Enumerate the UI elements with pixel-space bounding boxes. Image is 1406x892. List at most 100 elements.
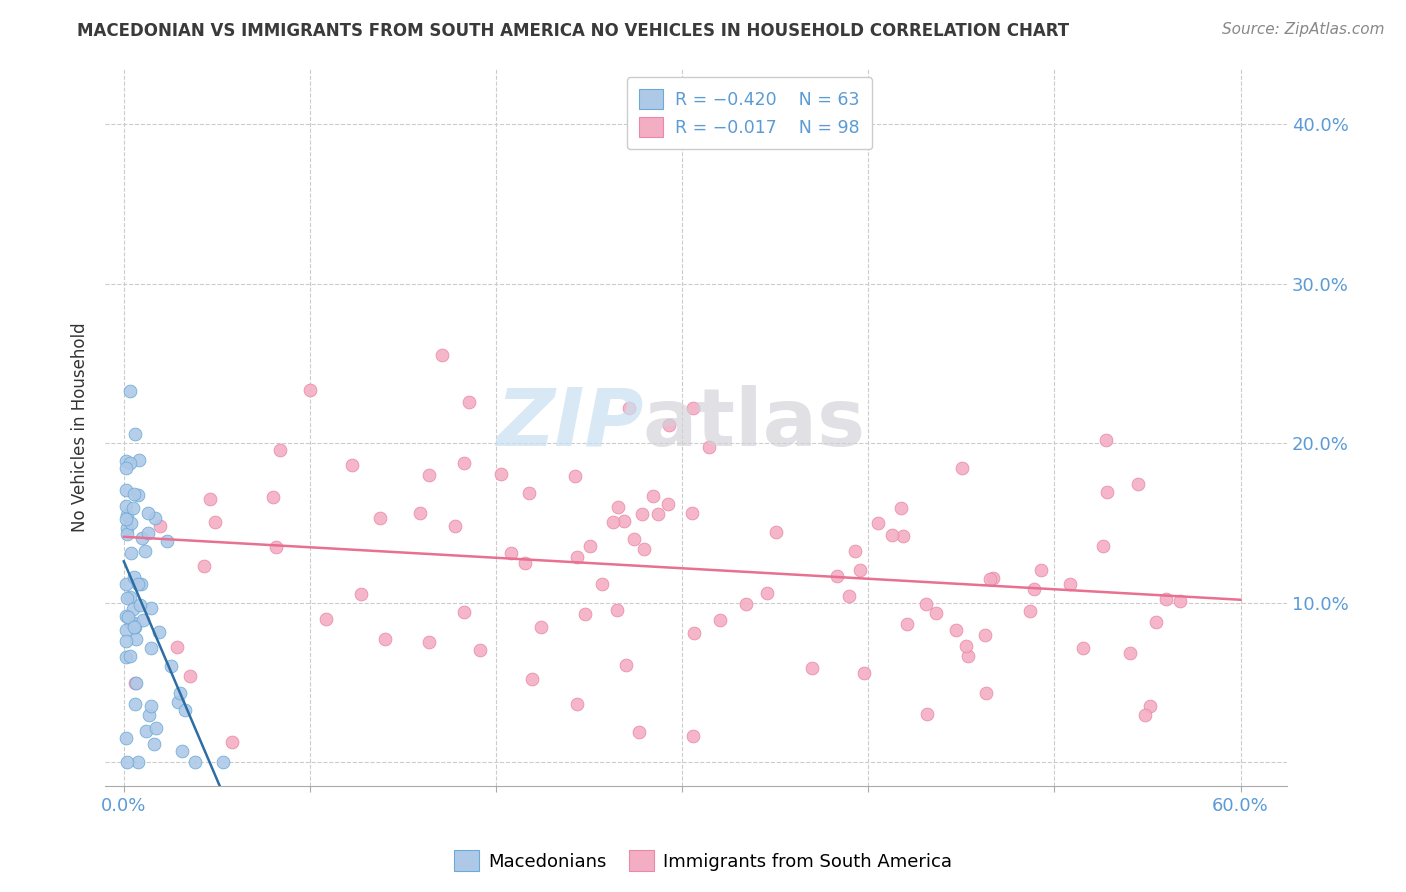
Point bbox=[699, 440, 721, 454]
Point bbox=[765, 524, 787, 539]
Point bbox=[915, 597, 938, 611]
Point bbox=[125, 632, 148, 646]
Point bbox=[374, 632, 396, 647]
Point bbox=[709, 613, 731, 627]
Point bbox=[128, 598, 150, 612]
Point bbox=[915, 706, 938, 721]
Point bbox=[849, 563, 872, 577]
Point bbox=[117, 591, 139, 605]
Point bbox=[682, 401, 704, 416]
Point bbox=[368, 511, 391, 525]
Point bbox=[122, 615, 145, 630]
Point bbox=[890, 501, 912, 516]
Point bbox=[825, 569, 848, 583]
Point bbox=[179, 668, 201, 682]
Point bbox=[200, 491, 222, 506]
Point bbox=[1029, 563, 1052, 577]
Point bbox=[1071, 640, 1094, 655]
Point bbox=[578, 539, 600, 553]
Point bbox=[184, 756, 207, 770]
Point bbox=[138, 506, 160, 520]
Point bbox=[430, 348, 453, 362]
Point bbox=[350, 587, 373, 601]
Point bbox=[844, 544, 866, 558]
Point bbox=[520, 672, 543, 686]
Point bbox=[683, 625, 706, 640]
Point bbox=[681, 506, 703, 520]
Point bbox=[221, 734, 243, 748]
Point bbox=[952, 460, 974, 475]
Point bbox=[1139, 699, 1161, 714]
Point bbox=[166, 640, 188, 655]
Point bbox=[127, 576, 149, 591]
Point bbox=[115, 731, 138, 745]
Point bbox=[1022, 582, 1045, 597]
Point bbox=[564, 469, 586, 483]
Point bbox=[114, 460, 136, 475]
Point bbox=[602, 515, 624, 529]
Point bbox=[129, 577, 152, 591]
Point bbox=[143, 738, 166, 752]
Text: MACEDONIAN VS IMMIGRANTS FROM SOUTH AMERICA NO VEHICLES IN HOUSEHOLD CORRELATION: MACEDONIAN VS IMMIGRANTS FROM SOUTH AMER… bbox=[77, 22, 1070, 40]
Point bbox=[641, 489, 664, 503]
Point bbox=[852, 665, 875, 680]
Point bbox=[121, 602, 143, 616]
Point bbox=[117, 609, 139, 624]
Point bbox=[623, 532, 645, 546]
Point bbox=[148, 625, 170, 640]
Point bbox=[896, 617, 918, 632]
Point bbox=[124, 676, 146, 690]
Point bbox=[193, 558, 215, 573]
Point bbox=[443, 519, 465, 533]
Point bbox=[128, 453, 150, 467]
Y-axis label: No Vehicles in Household: No Vehicles in Household bbox=[72, 323, 89, 533]
Point bbox=[453, 605, 475, 619]
Point bbox=[122, 500, 145, 515]
Point bbox=[606, 602, 628, 616]
Point bbox=[139, 641, 162, 656]
Point bbox=[458, 395, 481, 409]
Point bbox=[1059, 577, 1081, 591]
Point bbox=[120, 546, 142, 560]
Point bbox=[120, 456, 142, 470]
Point bbox=[613, 514, 636, 528]
Point bbox=[868, 516, 890, 531]
Point bbox=[114, 499, 136, 513]
Point bbox=[882, 528, 904, 542]
Point bbox=[115, 577, 138, 591]
Point bbox=[631, 508, 654, 522]
Point bbox=[166, 695, 188, 709]
Point bbox=[115, 508, 138, 523]
Point bbox=[489, 467, 512, 481]
Point bbox=[342, 458, 364, 472]
Legend: Macedonians, Immigrants from South America: Macedonians, Immigrants from South Ameri… bbox=[447, 843, 959, 879]
Point bbox=[1133, 707, 1156, 722]
Point bbox=[120, 616, 142, 631]
Point bbox=[591, 577, 613, 591]
Text: ZIP: ZIP bbox=[495, 384, 643, 463]
Point bbox=[627, 725, 650, 739]
Point bbox=[801, 661, 824, 675]
Point bbox=[212, 756, 235, 770]
Point bbox=[519, 485, 541, 500]
Point bbox=[409, 506, 432, 520]
Point bbox=[145, 721, 167, 735]
Point bbox=[125, 676, 148, 690]
Point bbox=[565, 550, 588, 565]
Point bbox=[838, 589, 860, 603]
Point bbox=[122, 486, 145, 500]
Point bbox=[143, 511, 166, 525]
Point bbox=[269, 443, 291, 458]
Point bbox=[114, 608, 136, 623]
Point bbox=[499, 545, 522, 559]
Point bbox=[131, 613, 153, 627]
Point bbox=[418, 467, 440, 482]
Point bbox=[658, 418, 681, 433]
Point bbox=[124, 698, 146, 712]
Point bbox=[127, 488, 149, 502]
Point bbox=[617, 401, 640, 415]
Point bbox=[453, 456, 475, 470]
Point bbox=[115, 521, 138, 535]
Point bbox=[204, 516, 226, 530]
Point bbox=[1118, 646, 1140, 660]
